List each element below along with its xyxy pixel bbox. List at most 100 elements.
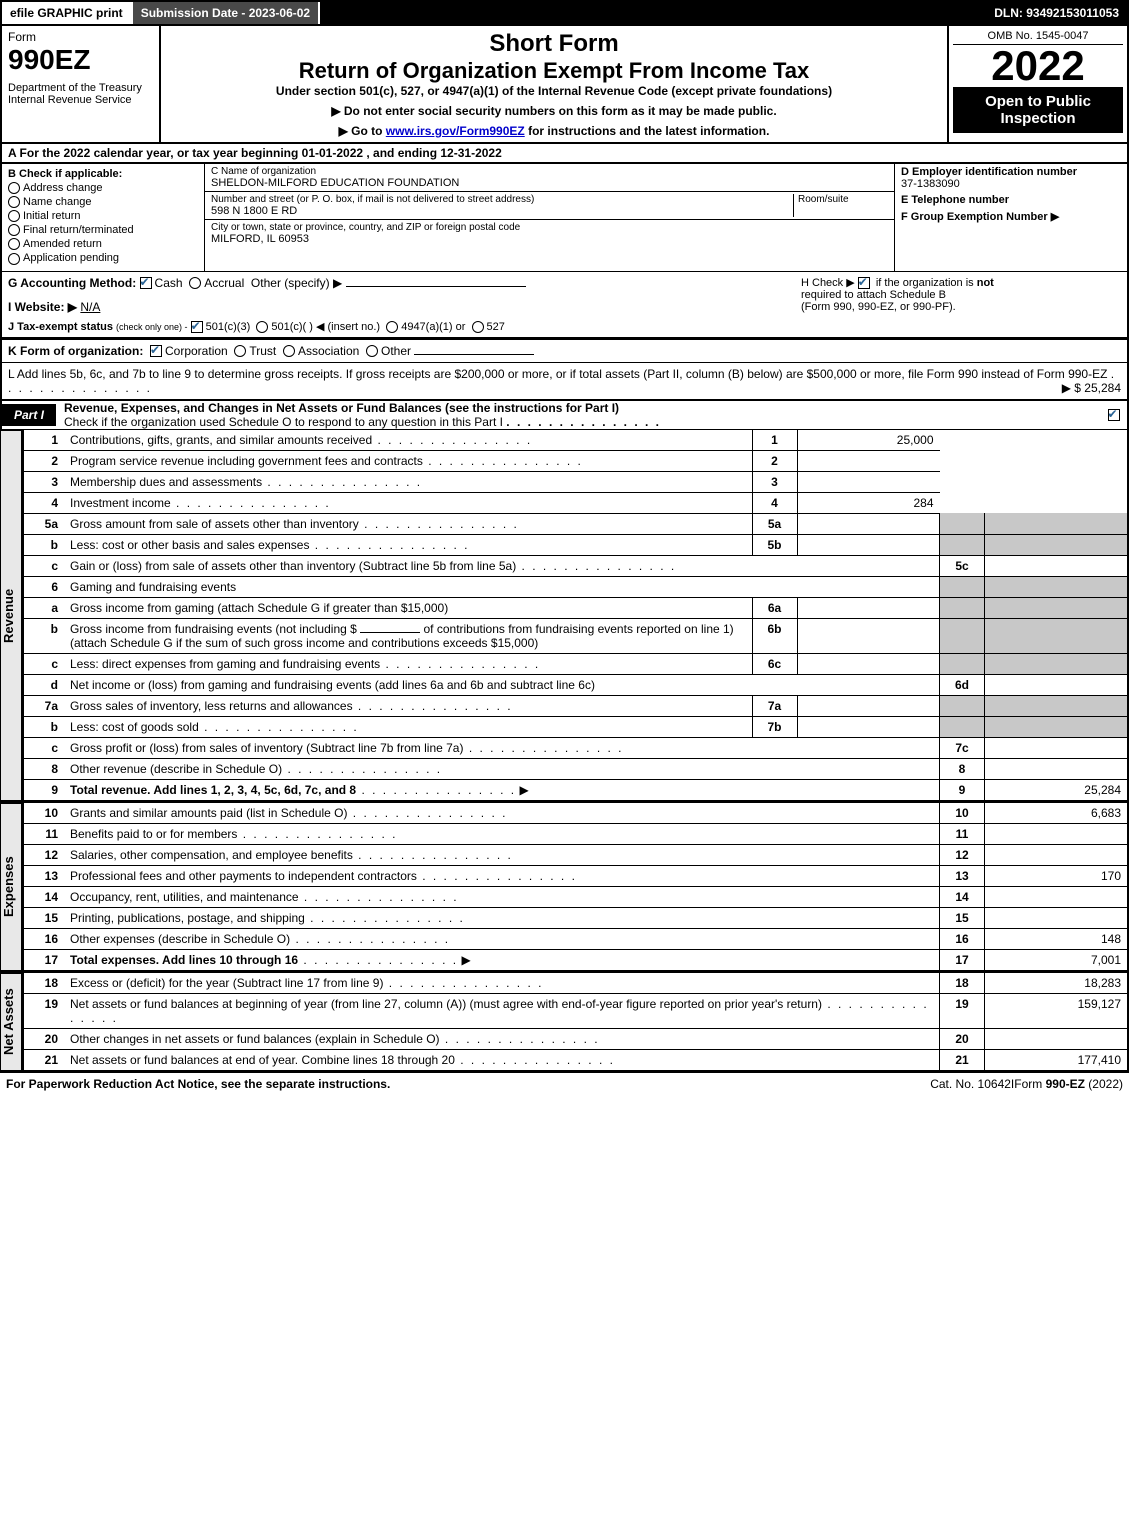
chk-initial-return[interactable] [8,210,20,222]
dept-treasury: Department of the Treasury [8,82,153,94]
line-6c-num: c [23,653,64,674]
line-16-dots [290,932,450,946]
other-specify-input[interactable] [346,286,526,287]
ein-value: 37-1383090 [901,178,1121,190]
lbl-501c: 501(c)( ) ◀ (insert no.) [271,321,380,333]
line-2-lno: 2 [752,450,797,471]
line-10-dots [347,806,507,820]
chk-4947[interactable] [386,321,398,333]
top-bar: efile GRAPHIC print Submission Date - 20… [0,0,1129,26]
expenses-tab: Expenses [0,803,22,971]
line-11: 11Benefits paid to or for members11 [23,823,1128,844]
line-16-num: 16 [23,928,64,949]
chk-accrual[interactable] [189,277,201,289]
line-18-dots [383,976,543,990]
tel-label: E Telephone number [901,194,1121,206]
line-10-lno: 10 [940,803,985,824]
section-c: C Name of organization SHELDON-MILFORD E… [205,164,895,271]
chk-application-pending[interactable] [8,253,20,265]
line-7c-num: c [23,737,64,758]
line-11-amt [985,823,1129,844]
line-17-lno: 17 [940,949,985,970]
line-1-desc: Contributions, gifts, grants, and simila… [70,433,372,447]
chk-amended-return[interactable] [8,238,20,250]
line-15-lno: 15 [940,907,985,928]
netassets-tab: Net Assets [0,973,22,1071]
lbl-final-return: Final return/terminated [23,224,134,236]
website-value: N/A [80,300,100,314]
chk-address-change[interactable] [8,182,20,194]
line-9-desc: Total revenue. Add lines 1, 2, 3, 4, 5c,… [70,783,356,797]
line-18: 18Excess or (deficit) for the year (Subt… [23,973,1128,994]
line-1-num: 1 [23,430,64,451]
line-1-dots [372,433,532,447]
chk-final-return[interactable] [8,224,20,236]
lbl-accrual: Accrual [204,276,244,290]
line-7c-desc: Gross profit or (loss) from sales of inv… [70,741,463,755]
line-6a: aGross income from gaming (attach Schedu… [23,597,1128,618]
lbl-initial-return: Initial return [23,210,80,222]
efile-print[interactable]: efile GRAPHIC print [2,2,133,24]
line-13: 13Professional fees and other payments t… [23,865,1128,886]
lbl-association: Association [298,344,359,358]
row-k: K Form of organization: Corporation Trus… [0,339,1129,363]
line-8-dots [282,762,442,776]
section-def: D Employer identification number 37-1383… [895,164,1127,271]
line-5b-sublno: 5b [752,534,797,555]
line-5a-dots [359,517,519,531]
line-3-amt [797,471,940,492]
chk-association[interactable] [283,345,295,357]
line-7c-lno: 7c [940,737,985,758]
line-11-lno: 11 [940,823,985,844]
tax-year: 2022 [953,45,1123,87]
line-21-amt: 177,410 [985,1049,1129,1070]
line-7a: 7aGross sales of inventory, less returns… [23,695,1128,716]
line-12-num: 12 [23,844,64,865]
h-not: not [977,277,994,289]
chk-part1-scho[interactable] [1108,409,1120,421]
footer-right-pre: Form [1014,1077,1045,1091]
line-18-desc: Excess or (deficit) for the year (Subtra… [70,976,383,990]
chk-trust[interactable] [234,345,246,357]
chk-501c[interactable] [256,321,268,333]
row-l: L Add lines 5b, 6c, and 7b to line 9 to … [0,363,1129,401]
line-13-desc: Professional fees and other payments to … [70,869,417,883]
line-9: 9Total revenue. Add lines 1, 2, 3, 4, 5c… [23,779,1128,800]
lbl-other-org: Other [381,344,411,358]
chk-other-org[interactable] [366,345,378,357]
chk-527[interactable] [472,321,484,333]
footer-right-post: (2022) [1085,1077,1123,1091]
line-12-desc: Salaries, other compensation, and employ… [70,848,353,862]
line-11-dots [237,827,397,841]
line-17-amt: 7,001 [985,949,1129,970]
line-13-dots [417,869,577,883]
form-header: Form 990EZ Department of the Treasury In… [0,26,1129,144]
chk-501c3[interactable] [191,321,203,333]
section-a: A For the 2022 calendar year, or tax yea… [0,144,1129,164]
form-label: Form [8,30,153,44]
line-7a-num: 7a [23,695,64,716]
other-org-input[interactable] [414,354,534,355]
chk-name-change[interactable] [8,196,20,208]
line-5a-sublno: 5a [752,513,797,534]
line-12: 12 Salaries, other compensation, and empl… [23,844,1128,865]
lbl-cash: Cash [155,276,183,290]
line-6a-sublno: 6a [752,597,797,618]
form-header-mid: Short Form Return of Organization Exempt… [161,26,947,142]
line-7a-dots [353,699,513,713]
chk-cash[interactable] [140,277,152,289]
line-6a-subamt [797,597,940,618]
footer-right: Form 990-EZ (2022) [1014,1077,1123,1091]
line-6-shade1 [940,576,985,597]
form-header-right: OMB No. 1545-0047 2022 Open to Public In… [947,26,1127,142]
chk-corporation[interactable] [150,345,162,357]
irs-link[interactable]: www.irs.gov/Form990EZ [386,124,525,138]
line-1-amt: 25,000 [797,430,940,451]
g-label: G Accounting Method: [8,276,136,290]
line-3-dots [262,475,422,489]
chk-h[interactable] [858,277,870,289]
line-6c-sublno: 6c [752,653,797,674]
line-15-amt [985,907,1129,928]
line-6b-input[interactable] [360,632,420,633]
line-16-desc: Other expenses (describe in Schedule O) [70,932,290,946]
